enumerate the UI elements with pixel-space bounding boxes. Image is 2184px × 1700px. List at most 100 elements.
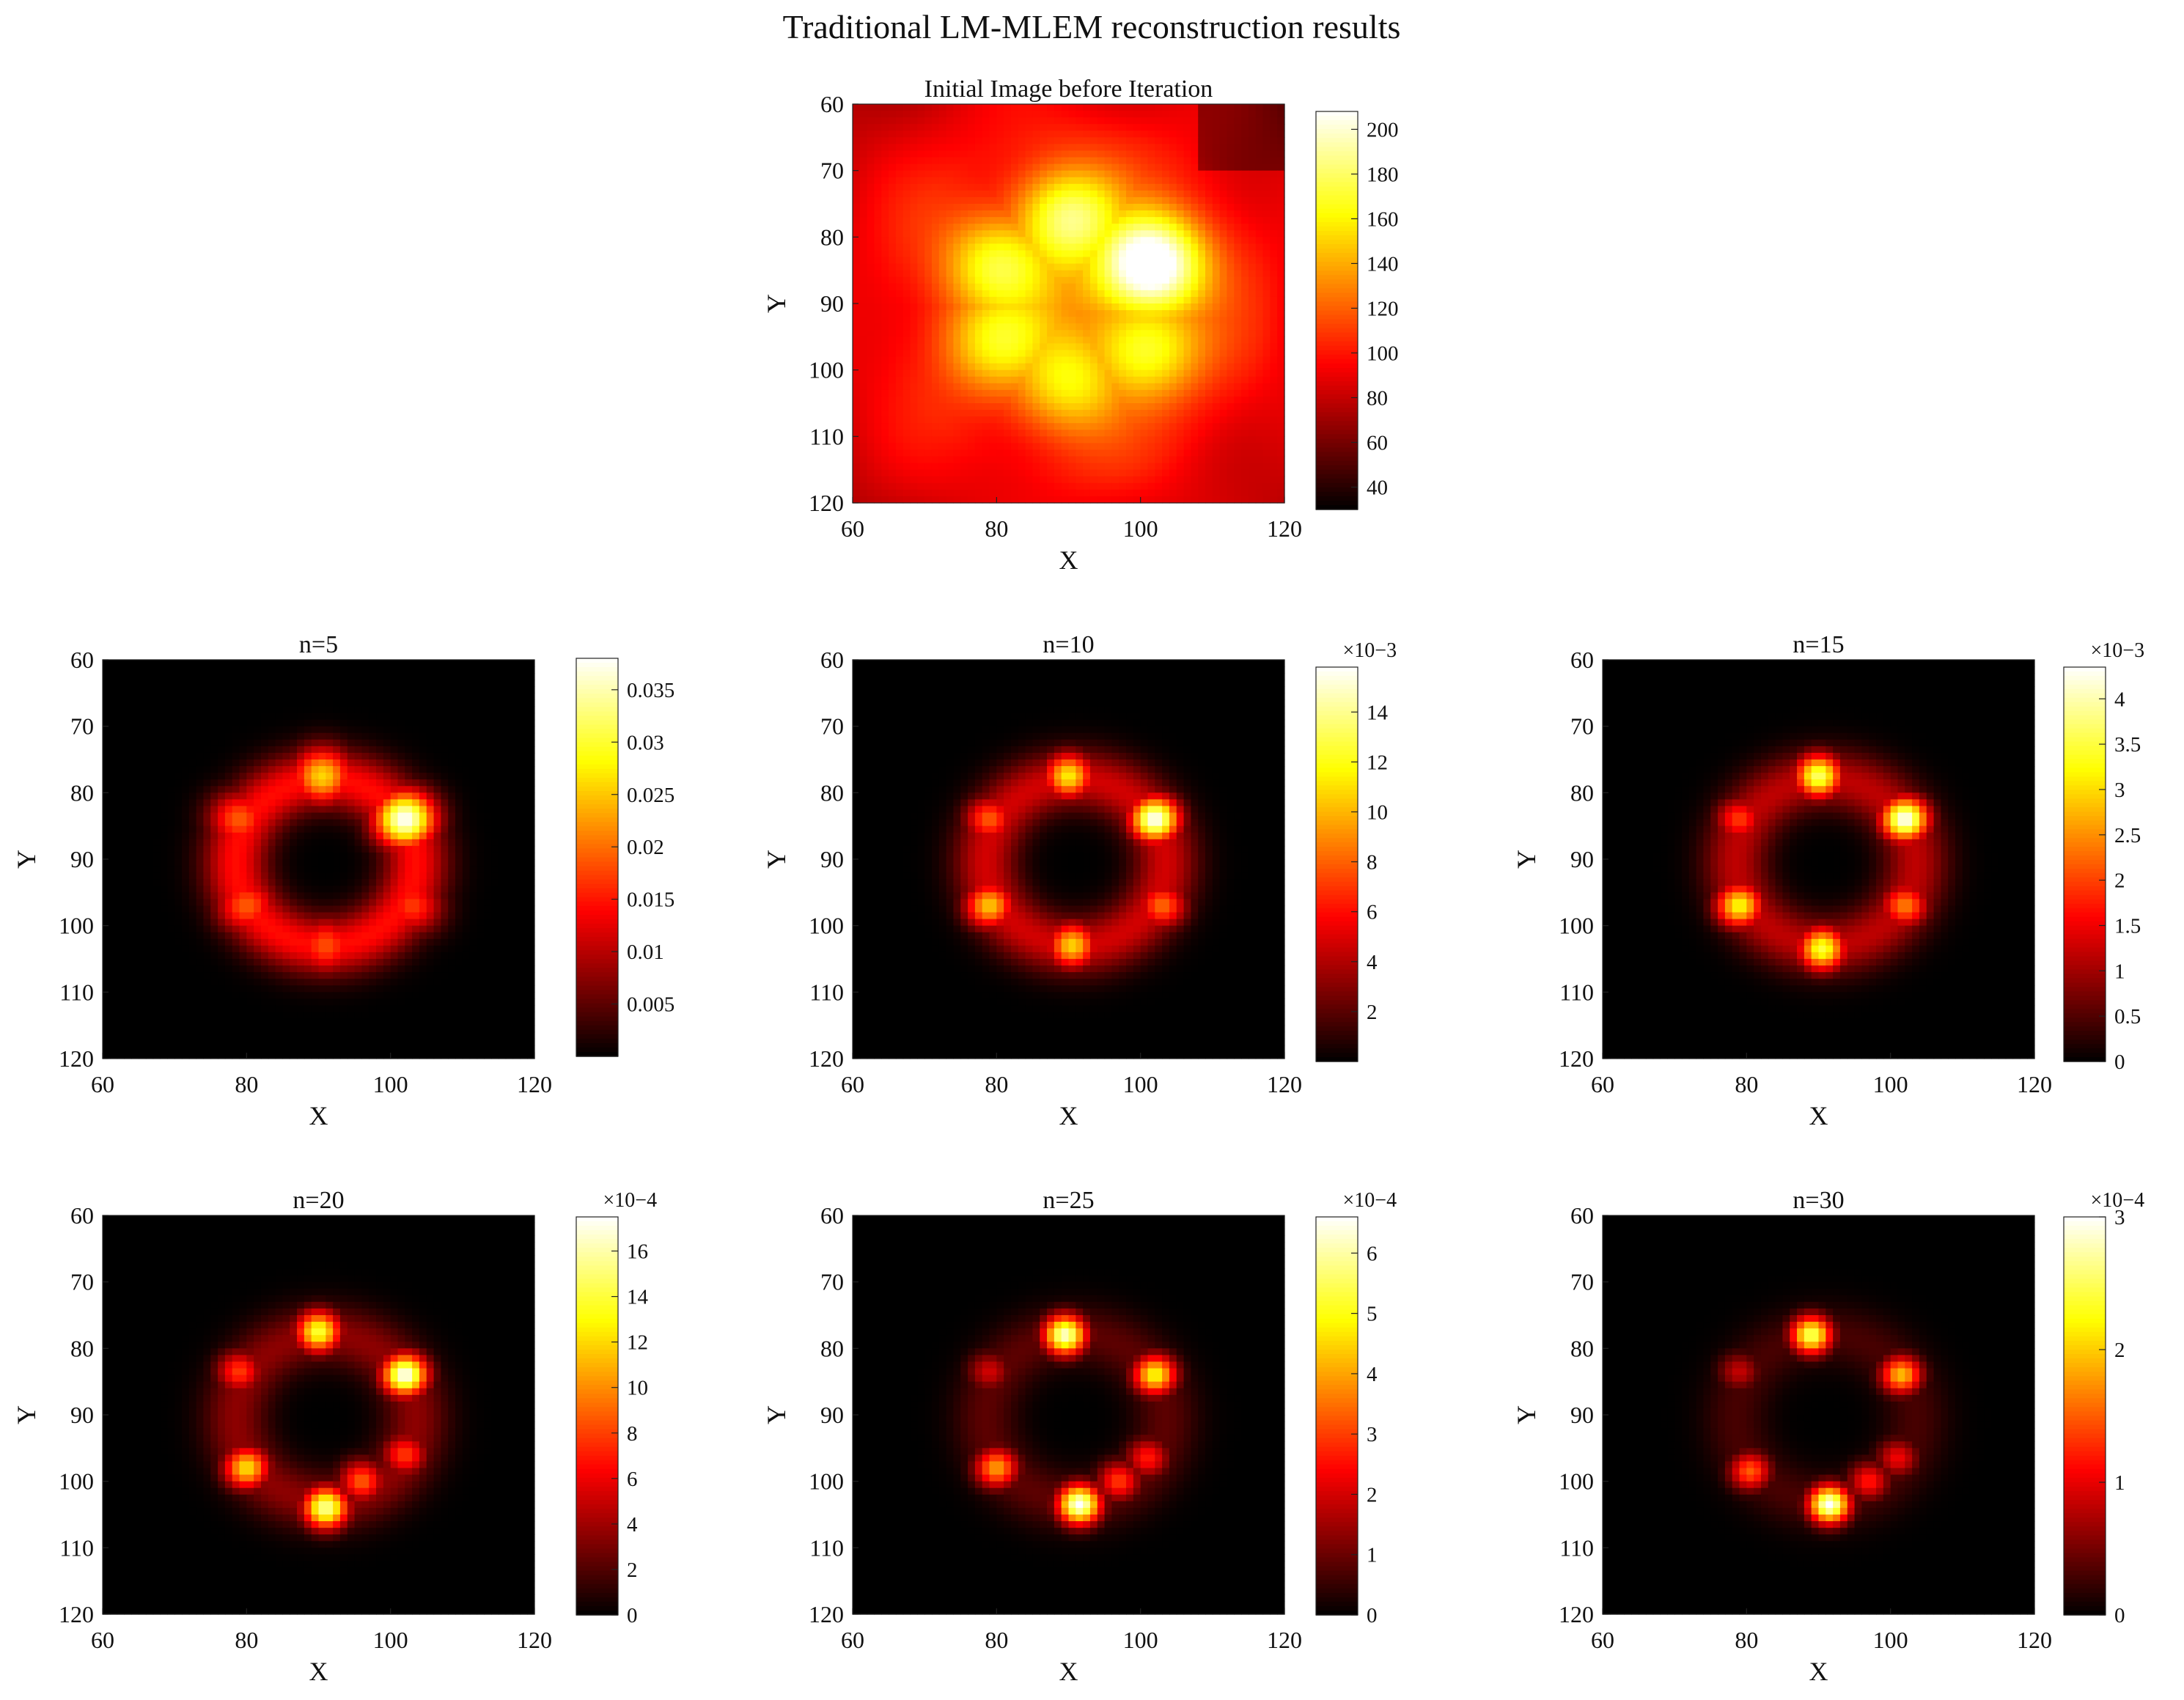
- heatmap-cell: [1047, 177, 1055, 185]
- heatmap-cell: [1111, 303, 1119, 311]
- heatmap-cell: [1119, 276, 1127, 284]
- heatmap-cell: [361, 693, 369, 700]
- heatmap-cell: [1083, 230, 1091, 238]
- heatmap-cell: [853, 376, 861, 384]
- heatmap-cell: [1010, 350, 1019, 358]
- heatmap-cell: [859, 230, 868, 238]
- heatmap-cell: [974, 296, 983, 304]
- heatmap-cell: [139, 786, 147, 793]
- heatmap-cell: [1234, 257, 1242, 265]
- heatmap-cell: [1205, 130, 1213, 138]
- heatmap-cell: [1205, 111, 1213, 118]
- heatmap-cell: [441, 660, 449, 667]
- heatmap-cell: [390, 660, 399, 667]
- heatmap-cell: [946, 237, 955, 244]
- heatmap-cell: [188, 786, 197, 793]
- heatmap-cell: [152, 766, 161, 773]
- heatmap-cell: [1133, 456, 1141, 464]
- heatmap-cell: [419, 673, 427, 680]
- heatmap-cell: [982, 403, 990, 411]
- heatmap-cell: [131, 719, 139, 727]
- heatmap-cell: [1248, 183, 1257, 191]
- heatmap-cell: [448, 686, 456, 693]
- heatmap-cell: [859, 310, 868, 317]
- heatmap-cell: [361, 739, 369, 747]
- heatmap-cell: [1119, 310, 1127, 317]
- heatmap-cell: [960, 283, 968, 291]
- heatmap-cell: [996, 436, 1004, 444]
- heatmap-cell: [268, 699, 276, 707]
- heatmap-cell: [938, 183, 947, 191]
- heatmap-cell: [938, 283, 947, 291]
- heatmap-cell: [1270, 336, 1278, 344]
- heatmap-cell: [1205, 117, 1213, 125]
- heatmap-cell: [369, 726, 377, 734]
- heatmap-cell: [1089, 230, 1098, 238]
- heatmap-cell: [527, 746, 535, 754]
- heatmap-cell: [996, 224, 1004, 231]
- heatmap-cell: [1047, 104, 1055, 111]
- heatmap-cell: [1169, 376, 1177, 384]
- heatmap-cell: [1119, 317, 1127, 324]
- heatmap-cell: [246, 786, 254, 793]
- heatmap-cell: [1032, 296, 1040, 304]
- heatmap-cell: [1061, 476, 1070, 484]
- heatmap-cell: [1198, 104, 1206, 111]
- heatmap-cell: [1119, 290, 1127, 298]
- heatmap-cell: [1047, 163, 1055, 172]
- heatmap-cell: [1248, 456, 1257, 464]
- heatmap-cell: [1262, 403, 1271, 411]
- heatmap-cell: [290, 766, 298, 773]
- heatmap-cell: [1212, 356, 1221, 364]
- heatmap-cell: [455, 706, 463, 714]
- heatmap-cell: [1104, 210, 1112, 218]
- heatmap-cell: [167, 746, 175, 754]
- heatmap-cell: [924, 469, 933, 477]
- heatmap-cell: [275, 746, 284, 754]
- heatmap-cell: [924, 290, 933, 298]
- heatmap-cell: [996, 210, 1004, 218]
- heatmap-cell: [196, 726, 205, 734]
- heatmap-cell: [1176, 423, 1185, 430]
- heatmap-cell: [938, 330, 947, 337]
- heatmap-cell: [968, 290, 976, 298]
- heatmap-cell: [1183, 463, 1191, 471]
- heatmap-cell: [996, 356, 1004, 364]
- heatmap-cell: [974, 204, 983, 211]
- heatmap-cell: [953, 130, 961, 138]
- heatmap-cell: [131, 673, 139, 680]
- heatmap-cell: [441, 719, 449, 727]
- colorbar-swatch: [1316, 354, 1358, 360]
- heatmap-cell: [881, 496, 889, 504]
- heatmap-cell: [859, 496, 868, 504]
- heatmap-cell: [1068, 124, 1076, 131]
- heatmap-cell: [1010, 137, 1019, 144]
- heatmap-cell: [1183, 303, 1191, 311]
- heatmap-cell: [1155, 190, 1163, 198]
- heatmap-cell: [484, 686, 492, 693]
- heatmap-cell: [304, 726, 312, 734]
- heatmap-cell: [1198, 157, 1206, 165]
- heatmap-cell: [996, 196, 1004, 205]
- heatmap-cell: [260, 726, 269, 734]
- heatmap-cell: [1241, 150, 1249, 158]
- heatmap-cell: [505, 732, 514, 740]
- heatmap-cell: [931, 416, 940, 424]
- heatmap-cell: [1068, 482, 1076, 490]
- heatmap-cell: [339, 726, 348, 734]
- heatmap-cell: [131, 766, 139, 773]
- heatmap-cell: [441, 773, 449, 780]
- heatmap-cell: [117, 660, 125, 667]
- heatmap-cell: [1140, 323, 1149, 331]
- heatmap-cell: [968, 310, 976, 317]
- heatmap-cell: [239, 752, 247, 760]
- heatmap-cell: [103, 713, 111, 721]
- heatmap-cell: [232, 739, 240, 747]
- heatmap-cell: [1234, 476, 1242, 484]
- heatmap-cell: [931, 224, 940, 231]
- heatmap-cell: [1097, 317, 1106, 324]
- heatmap-cell: [902, 482, 911, 490]
- heatmap-cell: [1205, 496, 1213, 504]
- heatmap-cell: [1083, 376, 1091, 384]
- heatmap-cell: [895, 130, 904, 138]
